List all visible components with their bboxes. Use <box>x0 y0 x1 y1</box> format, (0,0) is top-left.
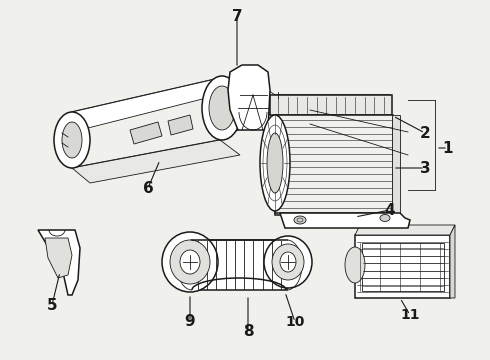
Ellipse shape <box>294 216 306 224</box>
Polygon shape <box>275 95 390 215</box>
Ellipse shape <box>345 247 365 283</box>
Ellipse shape <box>54 112 90 168</box>
Text: 8: 8 <box>243 324 253 339</box>
Bar <box>362 243 444 291</box>
Polygon shape <box>72 140 240 183</box>
Ellipse shape <box>202 76 242 140</box>
Ellipse shape <box>272 244 304 280</box>
Bar <box>275 115 393 213</box>
Polygon shape <box>355 225 455 235</box>
Polygon shape <box>450 225 455 298</box>
Ellipse shape <box>280 252 296 272</box>
Text: 11: 11 <box>400 308 420 322</box>
Polygon shape <box>228 65 270 130</box>
Polygon shape <box>38 230 80 295</box>
Ellipse shape <box>209 86 235 130</box>
Ellipse shape <box>267 133 283 193</box>
Text: 5: 5 <box>47 297 57 312</box>
Ellipse shape <box>180 250 200 274</box>
Text: 3: 3 <box>420 161 430 176</box>
Text: 7: 7 <box>232 9 243 23</box>
Ellipse shape <box>260 115 290 211</box>
Polygon shape <box>72 78 238 128</box>
Text: 10: 10 <box>285 315 305 329</box>
Polygon shape <box>355 235 450 298</box>
Polygon shape <box>192 240 287 290</box>
Ellipse shape <box>170 240 210 284</box>
Ellipse shape <box>62 122 82 158</box>
Ellipse shape <box>380 215 390 221</box>
Polygon shape <box>45 238 72 278</box>
Ellipse shape <box>264 236 312 288</box>
Ellipse shape <box>162 232 218 292</box>
Text: 2: 2 <box>419 126 430 140</box>
Text: 9: 9 <box>185 315 196 329</box>
Text: 1: 1 <box>443 140 453 156</box>
Polygon shape <box>130 122 162 144</box>
Polygon shape <box>280 213 410 228</box>
Polygon shape <box>168 115 193 135</box>
Bar <box>392 115 400 213</box>
Text: 6: 6 <box>143 180 153 195</box>
Text: 4: 4 <box>385 202 395 217</box>
Polygon shape <box>270 95 392 115</box>
